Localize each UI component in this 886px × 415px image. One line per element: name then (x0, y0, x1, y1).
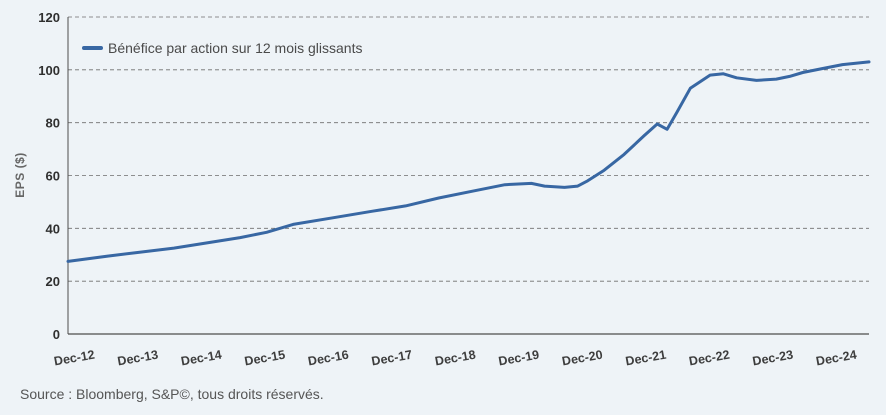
x-tick-label: Dec-22 (688, 348, 731, 369)
x-tick-label: Dec-19 (497, 348, 540, 369)
y-tick-label: 80 (46, 116, 60, 131)
x-tick-label: Dec-15 (243, 348, 286, 369)
x-tick-label: Dec-21 (624, 348, 667, 369)
y-axis-label: EPS ($) (13, 152, 27, 198)
x-tick-label: Dec-14 (180, 348, 223, 369)
series-line (66, 60, 871, 263)
y-axis-ticks: 0 20 40 60 80 100 120 (38, 10, 60, 342)
y-tick-label: 20 (46, 274, 60, 289)
x-tick-label: Dec-17 (370, 348, 413, 369)
x-tick-label: Dec-12 (53, 348, 96, 369)
y-tick-label: 60 (46, 169, 60, 184)
source-note: Source : Bloomberg, S&P©, tous droits ré… (20, 386, 324, 402)
y-tick-label: 120 (38, 10, 60, 25)
series-group (66, 60, 871, 263)
x-axis-ticks: Dec-12 Dec-13 Dec-14 Dec-15 Dec-16 Dec-17 Dec-… (53, 348, 858, 369)
grid-lines (67, 16, 869, 335)
x-tick-label: Dec-24 (815, 348, 858, 369)
x-tick-label: Dec-13 (116, 348, 159, 369)
x-tick-label: Dec-20 (561, 348, 604, 369)
y-tick-label: 40 (46, 221, 60, 236)
x-tick-label: Dec-18 (434, 348, 477, 369)
x-tick-label: Dec-16 (307, 348, 350, 369)
legend: Bénéfice par action sur 12 mois glissant… (82, 40, 362, 56)
x-tick-label: Dec-23 (751, 348, 794, 369)
y-tick-label: 0 (53, 327, 60, 342)
y-tick-label: 100 (38, 63, 60, 78)
legend-label: Bénéfice par action sur 12 mois glissant… (108, 40, 362, 56)
